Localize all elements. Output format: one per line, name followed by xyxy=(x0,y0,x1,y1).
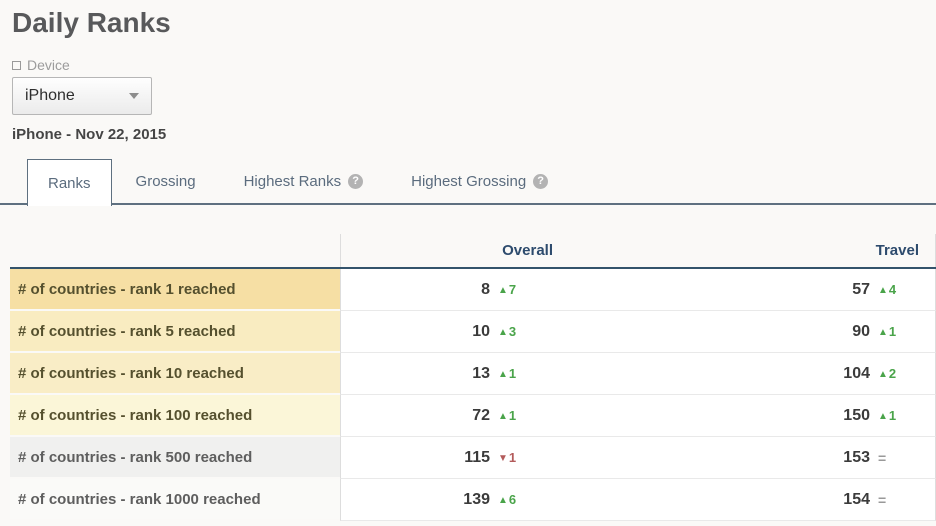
tabs: Ranks Grossing Highest Ranks? Highest Gross… xyxy=(27,159,572,206)
up-arrow-icon: ▲ xyxy=(878,285,888,296)
row-label: # of countries - rank 1000 reached xyxy=(10,479,340,521)
up-arrow-icon: ▲ xyxy=(878,327,888,338)
chevron-down-icon xyxy=(129,93,139,99)
change-indicator: ▲1 xyxy=(878,408,905,423)
cell-travel: 150 ▲1 xyxy=(565,395,936,437)
rank-count: 8 xyxy=(481,280,490,298)
cell-travel: 154 = xyxy=(565,479,936,521)
change-indicator: ▲3 xyxy=(498,324,525,339)
rank-count: 104 xyxy=(843,364,870,382)
tab-ranks[interactable]: Ranks xyxy=(27,159,112,206)
change-amount: 1 xyxy=(508,450,517,465)
help-icon[interactable]: ? xyxy=(348,174,364,189)
equal-icon: = xyxy=(878,491,887,508)
cell-travel: 90 ▲1 xyxy=(565,311,936,353)
cell-overall: 10 ▲3 xyxy=(340,311,565,353)
tab-highest-ranks[interactable]: Highest Ranks? xyxy=(220,159,388,204)
change-indicator: ▲4 xyxy=(878,282,905,297)
up-arrow-icon: ▲ xyxy=(498,369,508,380)
daily-ranks-table: Overall Travel # of countries - rank 1 r… xyxy=(10,234,936,521)
change-amount: 7 xyxy=(508,282,517,297)
change-indicator: ▲1 xyxy=(878,324,905,339)
tab-grossing[interactable]: Grossing xyxy=(112,159,220,204)
device-filter-label-text: Device xyxy=(27,57,70,73)
up-arrow-icon: ▲ xyxy=(498,495,508,506)
change-amount: 3 xyxy=(508,324,517,339)
cell-overall: 13 ▲1 xyxy=(340,353,565,395)
change-amount: 6 xyxy=(508,492,517,507)
change-indicator: = xyxy=(878,492,905,508)
up-arrow-icon: ▲ xyxy=(878,369,888,380)
help-icon[interactable]: ? xyxy=(533,174,549,189)
equal-icon: = xyxy=(878,449,887,466)
table-row: # of countries - rank 1 reached 8 ▲7 57 ▲4 xyxy=(10,269,936,311)
row-label: # of countries - rank 1 reached xyxy=(10,269,340,311)
rank-count: 139 xyxy=(463,490,490,508)
report-subtitle: iPhone - Nov 22, 2015 xyxy=(12,126,167,143)
change-indicator: ▼1 xyxy=(498,450,525,465)
change-amount: 1 xyxy=(508,366,517,381)
rank-count: 154 xyxy=(843,490,870,508)
up-arrow-icon: ▲ xyxy=(878,411,888,422)
tabs-section: Ranks Grossing Highest Ranks? Highest Gross… xyxy=(0,159,936,207)
table-row: # of countries - rank 5 reached 10 ▲3 90 ▲1 xyxy=(10,311,936,353)
table-body: # of countries - rank 1 reached 8 ▲7 57 ▲4 # … xyxy=(10,269,936,521)
up-arrow-icon: ▲ xyxy=(498,411,508,422)
tabs-underline xyxy=(0,203,936,205)
checkbox-icon xyxy=(12,60,21,70)
row-label: # of countries - rank 500 reached xyxy=(10,437,340,479)
rank-count: 153 xyxy=(843,448,870,466)
change-indicator: ▲7 xyxy=(498,282,525,297)
change-amount: 1 xyxy=(888,324,897,339)
change-amount: 4 xyxy=(888,282,897,297)
tab-label: Highest Grossing xyxy=(411,173,527,190)
up-arrow-icon: ▲ xyxy=(498,285,508,296)
rank-count: 13 xyxy=(472,364,490,382)
table-row: # of countries - rank 500 reached 115 ▼1 15… xyxy=(10,437,936,479)
cell-overall: 115 ▼1 xyxy=(340,437,565,479)
table-row: # of countries - rank 10 reached 13 ▲1 104 ▲… xyxy=(10,353,936,395)
cell-travel: 104 ▲2 xyxy=(565,353,936,395)
change-amount: 1 xyxy=(508,408,517,423)
header-overall: Overall xyxy=(340,234,565,267)
tab-label: Ranks xyxy=(48,174,91,192)
table-header-row: Overall Travel xyxy=(10,234,936,269)
tab-label: Highest Ranks xyxy=(243,173,342,190)
cell-overall: 139 ▲6 xyxy=(340,479,565,521)
change-indicator: ▲1 xyxy=(498,408,525,423)
table-row: # of countries - rank 1000 reached 139 ▲6 1… xyxy=(10,479,936,521)
header-label-column xyxy=(10,234,340,267)
change-amount: 1 xyxy=(888,408,897,423)
change-indicator: ▲1 xyxy=(498,366,525,381)
rank-count: 57 xyxy=(852,280,870,298)
tab-highest-grossing[interactable]: Highest Grossing? xyxy=(387,159,572,204)
device-filter: Device iPhone xyxy=(12,58,936,115)
table-row: # of countries - rank 100 reached 72 ▲1 150… xyxy=(10,395,936,437)
cell-overall: 8 ▲7 xyxy=(340,269,565,311)
up-arrow-icon: ▲ xyxy=(498,327,508,338)
rank-count: 72 xyxy=(472,406,490,424)
cell-travel: 153 = xyxy=(565,437,936,479)
row-label: # of countries - rank 5 reached xyxy=(10,311,340,353)
rank-count: 115 xyxy=(464,448,490,466)
change-indicator: = xyxy=(878,450,905,466)
device-select-value: iPhone xyxy=(25,87,75,104)
change-indicator: ▲6 xyxy=(498,492,525,507)
page-title: Daily Ranks xyxy=(12,7,171,38)
row-label: # of countries - rank 100 reached xyxy=(10,395,340,437)
change-amount: 2 xyxy=(888,366,897,381)
change-indicator: ▲2 xyxy=(878,366,905,381)
rank-count: 90 xyxy=(852,322,870,340)
cell-overall: 72 ▲1 xyxy=(340,395,565,437)
device-filter-label[interactable]: Device xyxy=(12,58,936,72)
header-travel: Travel xyxy=(565,234,936,267)
rank-count: 150 xyxy=(843,406,870,424)
cell-travel: 57 ▲4 xyxy=(565,269,936,311)
row-label: # of countries - rank 10 reached xyxy=(10,353,340,395)
device-select[interactable]: iPhone xyxy=(12,77,152,115)
tab-label: Grossing xyxy=(135,173,196,190)
rank-count: 10 xyxy=(472,322,490,340)
down-arrow-icon: ▼ xyxy=(498,453,508,464)
